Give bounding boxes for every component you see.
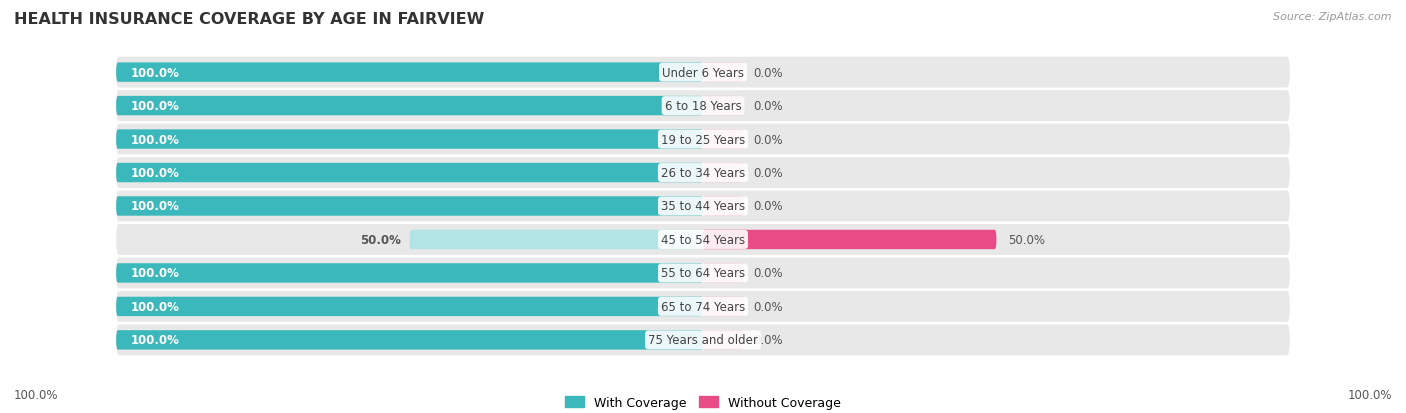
Text: Under 6 Years: Under 6 Years — [662, 66, 744, 79]
Text: 100.0%: 100.0% — [1347, 388, 1392, 401]
FancyBboxPatch shape — [117, 197, 703, 216]
Text: 0.0%: 0.0% — [752, 66, 783, 79]
FancyBboxPatch shape — [703, 330, 744, 350]
Legend: With Coverage, Without Coverage: With Coverage, Without Coverage — [561, 391, 845, 413]
Text: 0.0%: 0.0% — [752, 267, 783, 280]
FancyBboxPatch shape — [117, 91, 1289, 122]
Text: 100.0%: 100.0% — [131, 200, 180, 213]
FancyBboxPatch shape — [117, 258, 1289, 289]
FancyBboxPatch shape — [117, 158, 1289, 188]
Text: 75 Years and older: 75 Years and older — [648, 334, 758, 347]
FancyBboxPatch shape — [117, 191, 1289, 222]
FancyBboxPatch shape — [117, 225, 1289, 255]
FancyBboxPatch shape — [117, 164, 703, 183]
Text: 100.0%: 100.0% — [131, 300, 180, 313]
FancyBboxPatch shape — [703, 63, 744, 83]
FancyBboxPatch shape — [703, 263, 744, 283]
FancyBboxPatch shape — [117, 57, 1289, 88]
FancyBboxPatch shape — [117, 325, 1289, 356]
Text: 26 to 34 Years: 26 to 34 Years — [661, 166, 745, 180]
Text: 19 to 25 Years: 19 to 25 Years — [661, 133, 745, 146]
Text: 50.0%: 50.0% — [360, 233, 401, 247]
FancyBboxPatch shape — [703, 230, 997, 249]
FancyBboxPatch shape — [703, 130, 744, 150]
FancyBboxPatch shape — [703, 164, 744, 183]
FancyBboxPatch shape — [117, 130, 703, 150]
FancyBboxPatch shape — [703, 197, 744, 216]
Text: 45 to 54 Years: 45 to 54 Years — [661, 233, 745, 247]
Text: 0.0%: 0.0% — [752, 300, 783, 313]
FancyBboxPatch shape — [117, 291, 1289, 322]
Text: 6 to 18 Years: 6 to 18 Years — [665, 100, 741, 113]
FancyBboxPatch shape — [117, 97, 703, 116]
FancyBboxPatch shape — [117, 297, 703, 316]
Text: 0.0%: 0.0% — [752, 133, 783, 146]
Text: Source: ZipAtlas.com: Source: ZipAtlas.com — [1274, 12, 1392, 22]
Text: 100.0%: 100.0% — [131, 100, 180, 113]
Text: 100.0%: 100.0% — [131, 133, 180, 146]
FancyBboxPatch shape — [703, 297, 744, 316]
FancyBboxPatch shape — [703, 97, 744, 116]
Text: 35 to 44 Years: 35 to 44 Years — [661, 200, 745, 213]
Text: 0.0%: 0.0% — [752, 200, 783, 213]
Text: 100.0%: 100.0% — [14, 388, 59, 401]
Text: 0.0%: 0.0% — [752, 100, 783, 113]
Text: 100.0%: 100.0% — [131, 334, 180, 347]
FancyBboxPatch shape — [117, 124, 1289, 155]
FancyBboxPatch shape — [117, 63, 703, 83]
FancyBboxPatch shape — [117, 263, 703, 283]
FancyBboxPatch shape — [409, 230, 703, 249]
Text: 50.0%: 50.0% — [1008, 233, 1045, 247]
Text: 100.0%: 100.0% — [131, 267, 180, 280]
Text: 0.0%: 0.0% — [752, 334, 783, 347]
Text: HEALTH INSURANCE COVERAGE BY AGE IN FAIRVIEW: HEALTH INSURANCE COVERAGE BY AGE IN FAIR… — [14, 12, 484, 27]
Text: 55 to 64 Years: 55 to 64 Years — [661, 267, 745, 280]
Text: 0.0%: 0.0% — [752, 166, 783, 180]
FancyBboxPatch shape — [117, 330, 703, 350]
Text: 100.0%: 100.0% — [131, 166, 180, 180]
Text: 100.0%: 100.0% — [131, 66, 180, 79]
Text: 65 to 74 Years: 65 to 74 Years — [661, 300, 745, 313]
